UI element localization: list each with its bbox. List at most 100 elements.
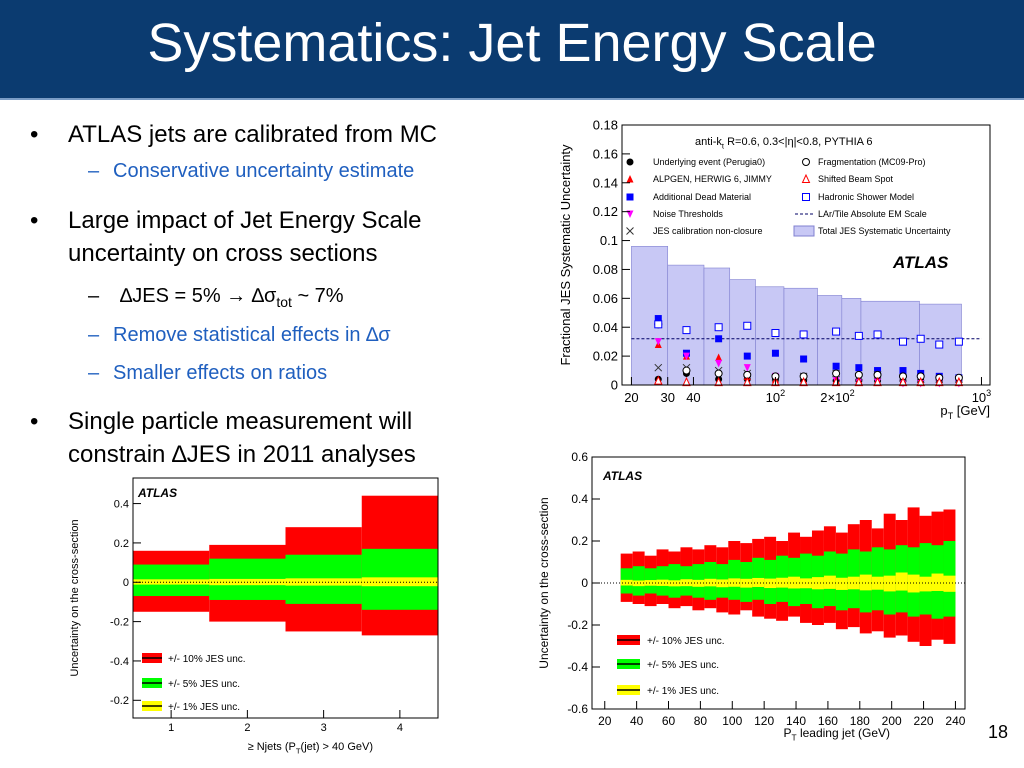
slide-title: Systematics: Jet Energy Scale xyxy=(147,13,877,73)
legend-label: +/- 10% JES unc. xyxy=(168,654,246,665)
marker xyxy=(954,337,963,346)
annotation: anti-kt R=0.6, 0.3<|η|<0.8, PYTHIA 6 xyxy=(695,136,873,150)
y-tick-label: 0.08 xyxy=(593,262,618,277)
sub-bullet-text: ~ 7% xyxy=(291,285,344,307)
y-tick-label: 0.16 xyxy=(593,146,618,161)
marker xyxy=(800,355,808,363)
legend-label: Additional Dead Material xyxy=(653,192,751,202)
marker xyxy=(935,340,944,349)
x-tick-label-text: 80 xyxy=(694,714,708,728)
marker xyxy=(654,338,662,346)
y-tick-label: 0.18 xyxy=(593,118,618,133)
y-axis-label: Uncertainty on the cross-section xyxy=(537,497,551,668)
uncertainty-band xyxy=(704,578,717,587)
x-tick-exponent: 2 xyxy=(850,388,855,398)
x-tick-label: 240 xyxy=(945,714,965,728)
uncertainty-band xyxy=(931,573,944,591)
uncertainty-band xyxy=(860,300,920,386)
x-tick-label: 200 xyxy=(882,714,902,728)
legend-label: Shifted Beam Spot xyxy=(818,174,894,184)
dash: – xyxy=(88,285,100,307)
marker xyxy=(654,363,663,372)
uncertainty-band xyxy=(859,574,872,591)
atlas-label: ATLAS xyxy=(892,253,949,272)
uncertainty-band xyxy=(133,579,210,585)
bullet-dot: • xyxy=(30,207,39,234)
marker xyxy=(898,337,907,346)
legend-swatch xyxy=(793,225,815,237)
annotation-part: R=0.6, 0.3<|η|<0.8, PYTHIA 6 xyxy=(724,136,873,148)
uncertainty-band xyxy=(620,579,633,586)
legend-label: Noise Thresholds xyxy=(653,209,723,219)
x-tick-label: 140 xyxy=(786,714,806,728)
uncertainty-band xyxy=(776,577,789,588)
y-tick-label: 0.14 xyxy=(593,175,618,190)
sub-bullet-text: ∆JES = 5% → ∆σ xyxy=(120,285,277,307)
marker xyxy=(771,329,780,337)
x-tick-label: 40 xyxy=(630,714,644,728)
legend-marker xyxy=(802,158,810,166)
x-tick-label-text: 20 xyxy=(624,390,638,405)
legend-label: +/- 1% JES unc. xyxy=(647,686,719,697)
marker xyxy=(682,352,690,361)
x-axis-label-part: P xyxy=(783,726,791,740)
x-tick-exponent: 3 xyxy=(986,388,991,398)
marker xyxy=(934,376,944,387)
uncertainty-band xyxy=(285,578,362,586)
marker xyxy=(899,367,907,375)
y-axis-label: Uncertainty on the cross-section xyxy=(69,519,81,676)
x-tick-label: 180 xyxy=(850,714,870,728)
y-tick-label: -0.2 xyxy=(567,618,588,632)
x-tick-label-text: 10 xyxy=(972,390,986,405)
uncertainty-band xyxy=(668,580,681,587)
x-axis-label-subscript: T xyxy=(791,733,796,743)
sub-bullet-text: Smaller effects on ratios xyxy=(113,362,328,384)
uncertainty-band xyxy=(823,575,836,589)
njets-uncertainty-chart: +/- 10% JES unc. +/- 5% JES unc. +/- 1% JE… xyxy=(69,477,439,755)
marker xyxy=(743,352,751,360)
marker xyxy=(742,376,752,387)
legend-label: +/- 1% JES unc. xyxy=(168,702,240,713)
legend-marker xyxy=(626,227,634,235)
bullet-dot: • xyxy=(30,121,39,148)
uncertainty-band xyxy=(716,579,729,588)
marker xyxy=(715,335,723,343)
marker xyxy=(682,326,691,335)
y-axis-label: Fractional JES Systematic Uncertainty xyxy=(558,144,573,366)
x-tick-label: 2×102 xyxy=(820,388,854,405)
sub-bullet-text: Remove statistical effects in ∆σ xyxy=(113,324,391,346)
sub-bullet: – Conservative uncertainty estimate xyxy=(88,158,414,184)
legend-label: Total JES Systematic Uncertainty xyxy=(818,226,951,236)
annotation-subscript: t xyxy=(722,141,725,150)
x-axis-label: ≥ Njets (PT(jet) > 40 GeV) xyxy=(248,741,373,755)
y-tick-label: 0.1 xyxy=(600,233,618,248)
y-tick-label: 0.4 xyxy=(571,492,588,506)
marker xyxy=(682,366,691,375)
uncertainty-band xyxy=(895,572,908,591)
x-tick-label-text: 140 xyxy=(786,714,806,728)
x-tick-label: 1 xyxy=(168,722,174,734)
uncertainty-band xyxy=(907,574,920,593)
dash: – xyxy=(88,160,100,182)
dash: – xyxy=(88,362,100,384)
y-tick-label: 0.2 xyxy=(571,534,588,548)
marker xyxy=(654,315,662,323)
y-tick-label: 0.12 xyxy=(593,204,618,219)
marker xyxy=(715,353,723,362)
uncertainty-band xyxy=(729,279,756,386)
x-axis-label: pT [GeV] xyxy=(940,403,990,421)
x-tick-label: 20 xyxy=(598,714,612,728)
marker xyxy=(873,330,882,339)
x-axis-label-part: leading jet (GeV) xyxy=(797,726,890,740)
x-tick-label: 20 xyxy=(624,390,638,405)
marker xyxy=(873,376,882,387)
uncertainty-band xyxy=(752,577,765,587)
y-tick-label: 0 xyxy=(581,576,588,590)
y-tick-label: 0 xyxy=(123,577,129,589)
y-tick-label: 0 xyxy=(611,378,618,393)
x-tick-label-text: 10 xyxy=(766,390,780,405)
plot-frame xyxy=(132,477,439,719)
uncertainty-band xyxy=(656,579,669,586)
x-tick-label-text: 20 xyxy=(598,714,612,728)
